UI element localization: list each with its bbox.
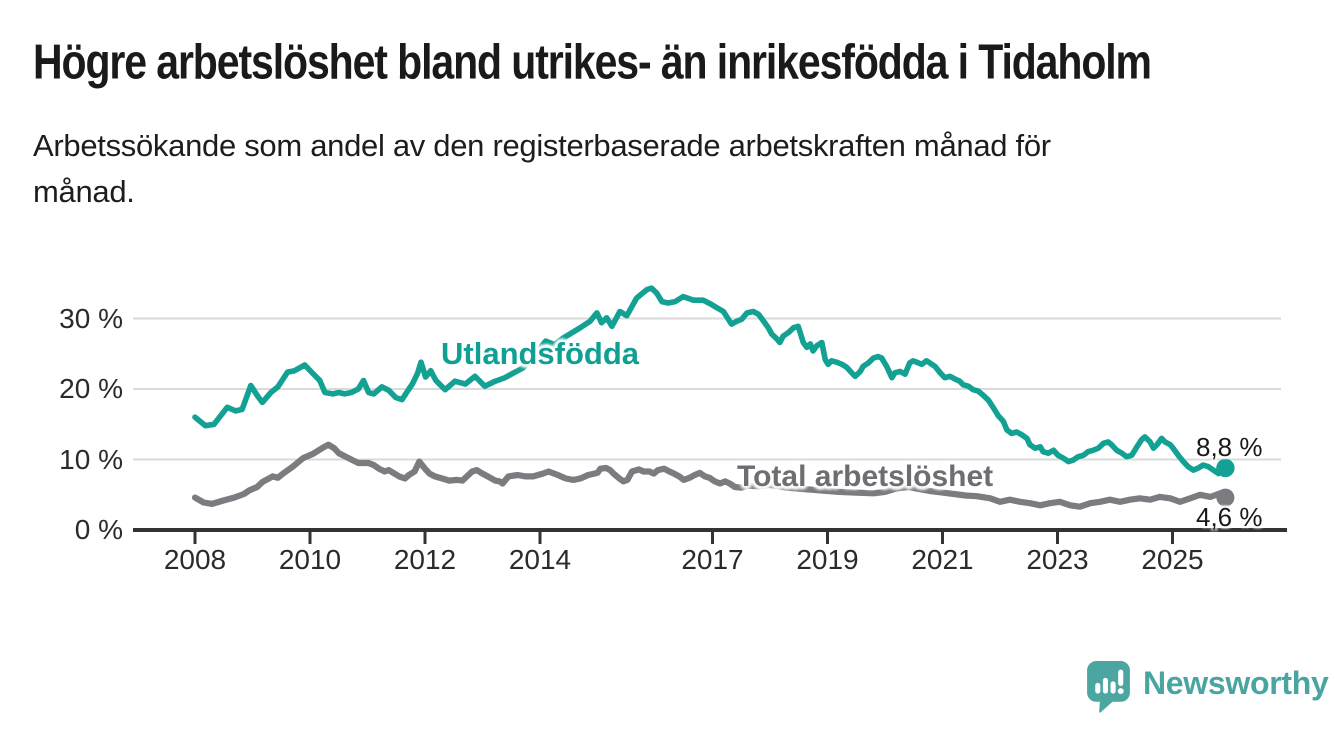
y-axis-label-20: 20 % xyxy=(59,373,123,404)
end-value-label-utlandsfodda: 8,8 % xyxy=(1196,432,1263,462)
series-label-utlandsfodda: Utlandsfödda xyxy=(441,336,640,371)
y-axis-label-30: 30 % xyxy=(59,302,123,334)
x-axis-label-2021: 2021 xyxy=(911,544,974,575)
x-axis-label-2017: 2017 xyxy=(681,544,744,575)
end-dot-utlandsfodda xyxy=(1216,458,1235,478)
series-label-total-arbetsloshet: Total arbetslöshet xyxy=(737,460,994,493)
x-axis-label-2012: 2012 xyxy=(393,544,457,575)
end-dot-total xyxy=(1216,488,1235,507)
x-axis-label-2019: 2019 xyxy=(796,544,859,575)
y-axis-label-0: 0 % xyxy=(74,514,123,545)
x-axis-label-2008: 2008 xyxy=(163,544,227,575)
x-axis-label-2025: 2025 xyxy=(1141,544,1204,575)
newsworthy-logo-icon xyxy=(1087,661,1130,713)
series-line-utlandsfodda xyxy=(192,285,1229,477)
page-title: Högre arbetslöshet bland utrikes- än inr… xyxy=(33,34,1152,90)
subtitle-line-1: Arbetssökande som andel av den registerb… xyxy=(33,128,1051,163)
end-value-label-total: 4,6 % xyxy=(1196,502,1263,532)
subtitle-line-2: månad. xyxy=(33,174,135,209)
x-axis-label-2010: 2010 xyxy=(278,544,342,575)
y-axis-label-10: 10 % xyxy=(59,443,123,475)
page-subtitle: Arbetssökande som andel av den registerb… xyxy=(33,123,1051,215)
series-line-total xyxy=(191,441,1229,510)
x-axis-label-2023: 2023 xyxy=(1026,544,1089,575)
x-axis-label-2014: 2014 xyxy=(508,544,572,575)
newsworthy-logo-text: Newsworthy xyxy=(1143,665,1329,701)
newsworthy-logo: Newsworthy xyxy=(1086,660,1329,713)
